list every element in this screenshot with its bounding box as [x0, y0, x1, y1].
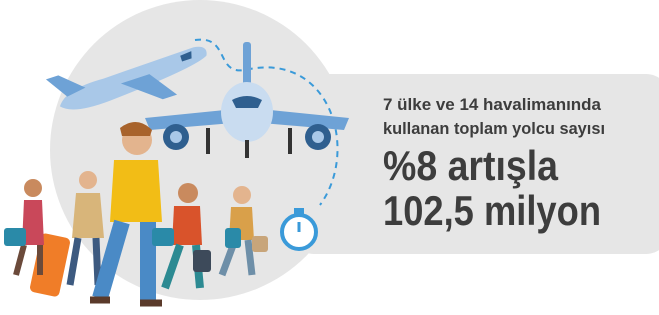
- headline-line: %8 artışla: [383, 142, 559, 189]
- caption-line: 7 ülke ve 14 havalimanında: [383, 95, 602, 114]
- body: 7 ülke ve 14 havalimanında kullanan topl…: [0, 0, 659, 315]
- infographic: 7 ülke ve 14 havalimanında kullanan topl…: [0, 0, 659, 315]
- caption-line: kullanan toplam yolcu sayısı: [383, 119, 605, 138]
- page: Yolcu sayısı {"caption": {"lines": ["7 ü…: [0, 0, 659, 315]
- headline-line: 102,5 milyon: [383, 187, 601, 234]
